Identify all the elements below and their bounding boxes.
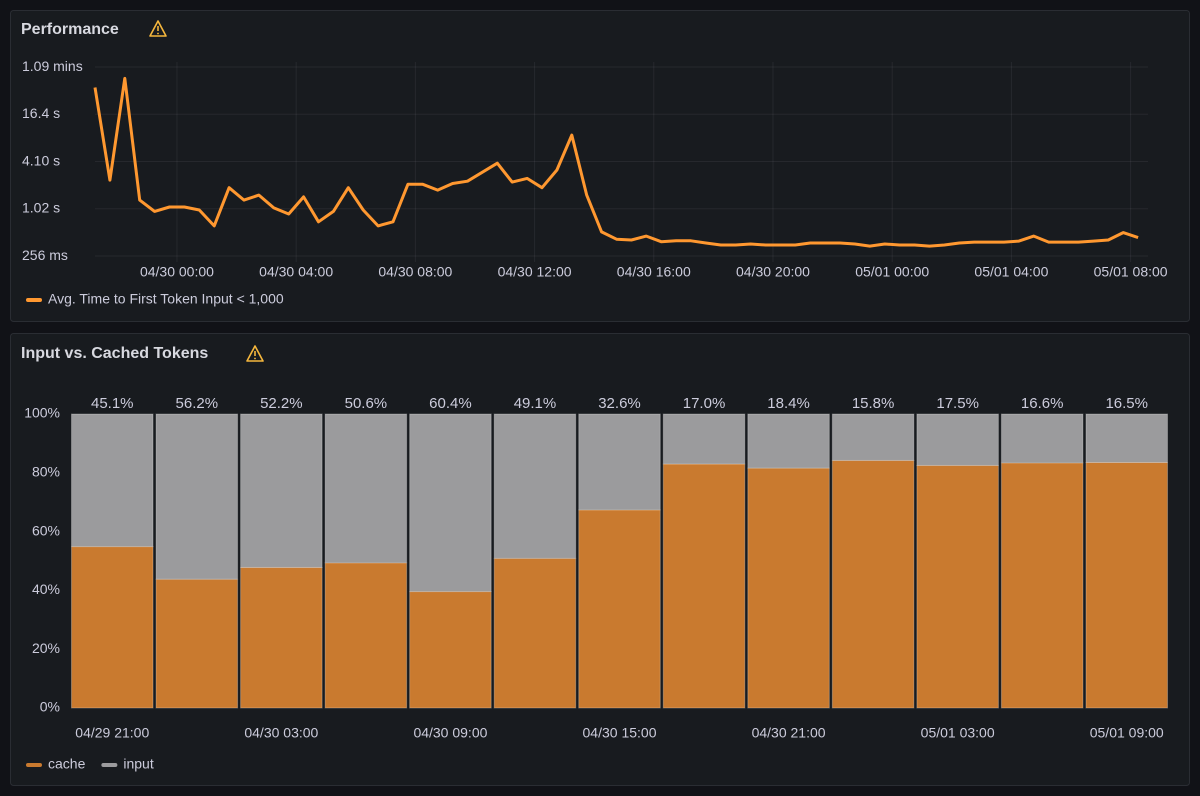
warning-icon[interactable] xyxy=(149,20,167,37)
bar-segment xyxy=(747,467,830,709)
value-label: 32.6% xyxy=(598,395,641,412)
bar-segment xyxy=(916,413,999,466)
bar-segment xyxy=(493,413,577,559)
value-label: 52.2% xyxy=(260,395,303,412)
bar-segment xyxy=(240,566,323,709)
value-label: 56.2% xyxy=(176,395,219,412)
y-tick-label: 4.10 s xyxy=(22,152,60,168)
value-label: 50.6% xyxy=(345,395,388,412)
bar-segment xyxy=(662,413,746,465)
bar-segment xyxy=(831,413,915,461)
panel-title: Performance xyxy=(21,21,119,38)
x-tick-label: 04/30 16:00 xyxy=(617,264,691,280)
y-tick-label: 256 ms xyxy=(22,247,68,263)
value-label: 17.0% xyxy=(683,395,726,412)
bar-segment xyxy=(578,413,661,511)
bar-segment xyxy=(1000,413,1084,464)
x-tick-label: 04/30 21:00 xyxy=(752,725,826,741)
x-tick-label: 04/29 21:00 xyxy=(75,725,149,741)
bar-segment xyxy=(240,413,323,568)
x-tick-label: 04/30 20:00 xyxy=(736,264,810,280)
y-tick-label: 16.4 s xyxy=(22,105,60,121)
value-label: 45.1% xyxy=(91,395,134,412)
value-label: 49.1% xyxy=(514,395,557,412)
y-tick-label: 80% xyxy=(32,464,60,480)
x-tick-label: 05/01 09:00 xyxy=(1090,725,1164,741)
value-label: 17.5% xyxy=(936,395,979,412)
bar-segment xyxy=(1000,462,1084,709)
x-tick-label: 05/01 00:00 xyxy=(855,264,929,280)
y-tick-label: 1.09 mins xyxy=(22,58,83,74)
value-label: 16.5% xyxy=(1105,395,1148,412)
bar-segment xyxy=(747,413,830,469)
bar-segment xyxy=(409,413,492,593)
bar-segment xyxy=(916,464,999,709)
panel-title: Input vs. Cached Tokens xyxy=(21,345,208,362)
y-tick-label: 0% xyxy=(40,699,60,715)
y-tick-label: 100% xyxy=(24,405,60,421)
x-tick-label: 04/30 04:00 xyxy=(259,264,333,280)
x-tick-label: 05/01 03:00 xyxy=(921,725,995,741)
x-tick-label: 04/30 09:00 xyxy=(413,725,487,741)
bar-segment xyxy=(1085,462,1169,709)
x-tick-label: 04/30 03:00 xyxy=(244,725,318,741)
value-label: 15.8% xyxy=(852,395,895,412)
line-series xyxy=(93,76,1139,248)
bar-segment xyxy=(155,413,239,580)
legend-label: Avg. Time to First Token Input < 1,000 xyxy=(48,291,284,307)
bar-segment xyxy=(662,463,746,709)
bar-segment xyxy=(409,591,492,709)
bar-segment xyxy=(324,562,408,709)
bar-segment xyxy=(71,413,154,548)
x-tick-label: 04/30 12:00 xyxy=(498,264,572,280)
legend-label: cache xyxy=(48,756,86,772)
bar-segment xyxy=(71,546,154,709)
bar-segment xyxy=(155,578,239,709)
bar-segment xyxy=(493,557,577,709)
x-tick-label: 04/30 00:00 xyxy=(140,264,214,280)
bar-segment xyxy=(1085,413,1169,464)
bar-segment xyxy=(578,509,661,709)
x-tick-label: 05/01 04:00 xyxy=(974,264,1048,280)
bar-segment xyxy=(831,459,915,709)
x-tick-label: 04/30 08:00 xyxy=(378,264,452,280)
value-label: 16.6% xyxy=(1021,395,1064,412)
value-label: 18.4% xyxy=(767,395,810,412)
y-tick-label: 40% xyxy=(32,581,60,597)
y-tick-label: 1.02 s xyxy=(22,200,60,216)
value-label: 60.4% xyxy=(429,395,472,412)
y-tick-label: 20% xyxy=(32,640,60,656)
x-tick-label: 04/30 15:00 xyxy=(583,725,657,741)
warning-icon[interactable] xyxy=(246,345,264,362)
legend-label: input xyxy=(123,756,153,772)
x-tick-label: 05/01 08:00 xyxy=(1094,264,1168,280)
bar-segment xyxy=(324,413,408,564)
y-tick-label: 60% xyxy=(32,522,60,538)
